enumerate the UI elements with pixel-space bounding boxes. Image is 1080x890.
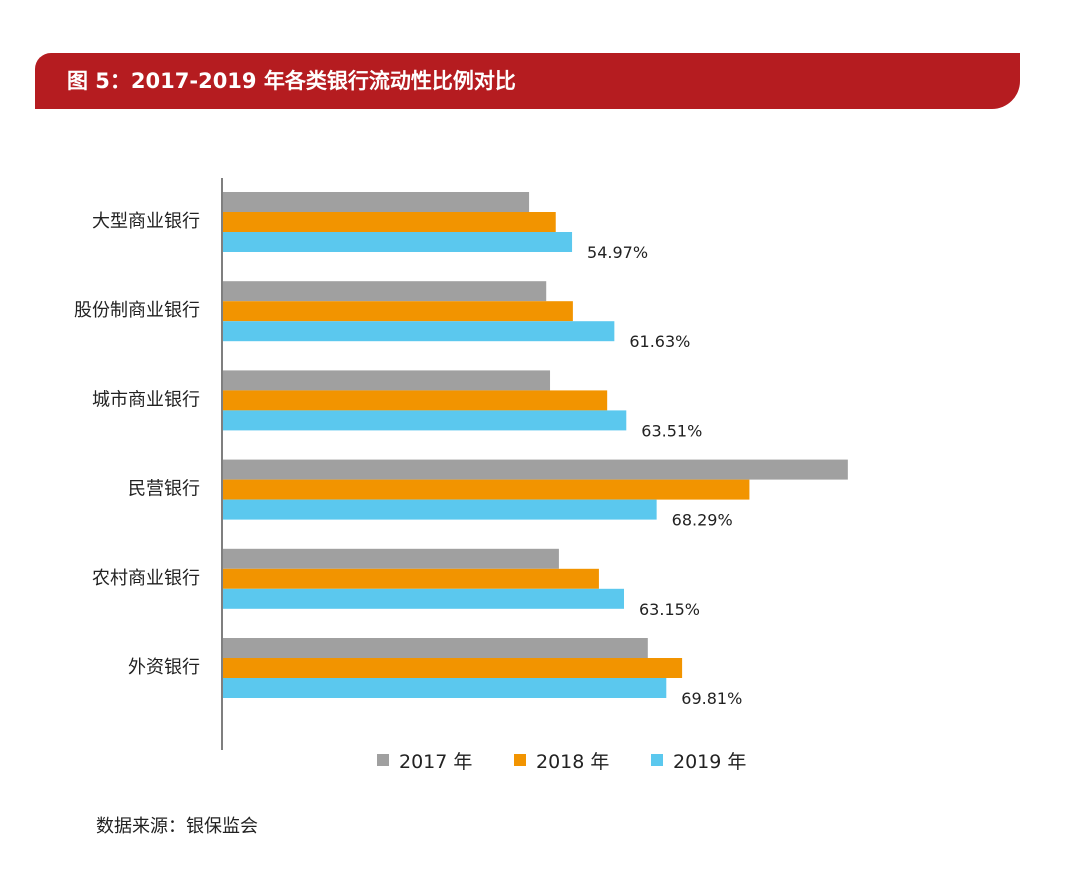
bar	[223, 192, 530, 212]
legend: 2017 年 2018 年 2019 年	[377, 751, 746, 773]
bar	[223, 638, 648, 658]
bar	[223, 321, 615, 342]
category-label: 民营银行	[128, 479, 200, 500]
bar	[223, 301, 573, 322]
data-label: 69.81%	[681, 689, 742, 708]
bar	[223, 410, 627, 431]
bar	[223, 479, 750, 500]
data-label: 63.51%	[641, 421, 702, 440]
legend-swatch	[651, 754, 663, 766]
bars-layer	[223, 192, 848, 698]
legend-swatch	[514, 754, 526, 766]
bar	[223, 370, 551, 391]
category-label: 农村商业银行	[92, 568, 200, 589]
bar	[223, 568, 599, 589]
bar	[223, 232, 573, 252]
bar	[223, 459, 848, 480]
bar	[223, 390, 608, 411]
bar	[223, 588, 625, 609]
data-label: 54.97%	[587, 243, 648, 262]
data-label: 61.63%	[629, 332, 690, 351]
bar	[223, 658, 683, 678]
bar	[223, 212, 556, 232]
legend-label: 2018 年	[536, 751, 609, 773]
source-note: 数据来源：银保监会	[96, 816, 258, 837]
bar	[223, 281, 547, 302]
legend-label: 2019 年	[673, 751, 746, 773]
bar	[223, 548, 559, 569]
data-label: 68.29%	[672, 511, 733, 530]
title-banner: 图 5：2017-2019 年各类银行流动性比例对比	[35, 53, 1020, 109]
bar	[223, 678, 667, 698]
category-label: 股份制商业银行	[74, 300, 200, 321]
legend-swatch	[377, 754, 389, 766]
bar	[223, 499, 657, 520]
category-label: 大型商业银行	[92, 211, 200, 232]
data-label: 63.15%	[639, 600, 700, 619]
chart-title: 图 5：2017-2019 年各类银行流动性比例对比	[67, 69, 516, 93]
category-label: 外资银行	[128, 657, 200, 678]
labels-layer: 大型商业银行 54.97% 股份制商业银行 61.63% 城市商业银行 63.51% 民营银…	[74, 211, 742, 708]
legend-label: 2017 年	[399, 751, 472, 773]
category-label: 城市商业银行	[92, 389, 200, 410]
